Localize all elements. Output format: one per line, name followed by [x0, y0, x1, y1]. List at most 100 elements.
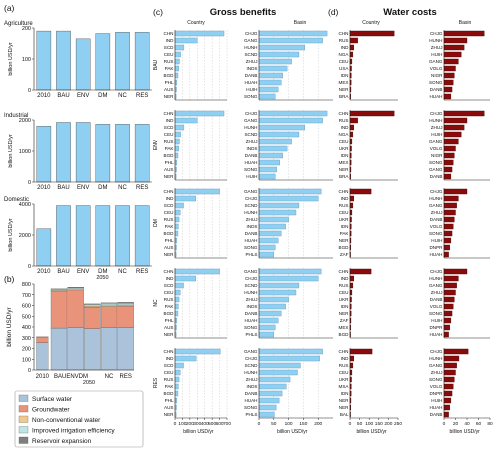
c-basin-bar — [258, 131, 300, 138]
c-country-bar — [174, 369, 181, 376]
b-legend-swatch — [18, 394, 29, 402]
c-basin-category-label: SONG — [244, 167, 258, 172]
c-country-category-label: SCD — [164, 45, 174, 50]
d-country-category-label: CEU — [339, 290, 349, 295]
d-country-category-label: NER — [339, 398, 349, 403]
c-country-bar — [174, 195, 196, 202]
d-basin-category-label: SONG — [429, 377, 443, 382]
a-agriculture-y-label: billion USD/yr — [8, 42, 14, 75]
a-industrial-bar — [115, 124, 130, 183]
a-domestic-x-tick-label: BAU — [57, 269, 69, 275]
d-basin-category-label: CHJG — [430, 189, 443, 194]
c-basin-category-label: DANB — [245, 153, 258, 158]
c-country-bar — [174, 37, 198, 44]
c-country-category-label: SCD — [164, 363, 174, 368]
c-country-bar — [174, 275, 196, 282]
d-basin-category-label: DANB — [430, 217, 443, 222]
c-basin-category-label: GANG — [244, 269, 258, 274]
a-industrial-x-tick-label: DM — [98, 185, 107, 191]
c-basin-category-label: CHJG — [245, 356, 258, 361]
d-basin-category-label: VOLG — [430, 304, 443, 309]
d-basin-bar — [443, 30, 485, 37]
d-basin-x-tick-label: 60 — [476, 421, 482, 427]
d-basin-bar — [443, 310, 453, 317]
panel-label-d: (d) — [328, 7, 339, 17]
c-basin-category-label: HUIH — [246, 174, 257, 179]
c-country-category-label: CEU — [164, 210, 174, 215]
c-country-scenario-label: BAU — [153, 59, 159, 70]
d-basin-bar — [443, 65, 456, 72]
d-country-category-label: ZAF — [340, 318, 349, 323]
c-basin-category-label: HUAH — [244, 238, 257, 243]
c-country-category-label: AUS — [164, 405, 173, 410]
c-basin-category-label: PHLS — [245, 332, 257, 337]
d-country-bar — [349, 362, 354, 369]
c-basin-bar — [258, 209, 297, 216]
c-country-bar — [174, 355, 197, 362]
d-basin-bar — [443, 397, 452, 404]
d-country-x-tick-label: 0 — [349, 421, 352, 427]
d-country-bar — [349, 275, 355, 282]
d-basin-bar — [443, 230, 453, 237]
a-industrial-bar — [56, 122, 71, 183]
d-basin-bar — [443, 251, 449, 258]
d-country-category-label: NER — [339, 405, 349, 410]
c-basin-x-label: billion USD/yr — [277, 429, 308, 435]
c-country-bar — [174, 383, 179, 390]
c-country-bar — [174, 209, 181, 216]
d-country-category-label: BAL — [340, 412, 349, 417]
d-basin-bar — [443, 376, 455, 383]
c-country-bar — [174, 58, 180, 65]
d-basin-x-label: billion USD/yr — [450, 429, 481, 435]
d-basin-bar — [443, 37, 468, 44]
c-basin-bar — [258, 195, 319, 202]
b-stack-segment — [117, 305, 134, 328]
d-basin-bar — [443, 216, 455, 223]
c-basin-bar — [258, 362, 301, 369]
b-legend-swatch — [18, 436, 29, 444]
b-stack-segment — [50, 288, 68, 290]
c-basin-bar — [258, 44, 306, 51]
c-basin-bar — [258, 216, 289, 223]
d-country-category-label: UKR — [339, 297, 349, 302]
c-basin-category-label: HUAH — [244, 80, 257, 85]
c-country-category-label: PHL — [165, 238, 174, 243]
c-basin-bar — [258, 317, 279, 324]
d-country-category-label: CEU — [339, 370, 349, 375]
c-basin-category-label: HUAH — [244, 318, 257, 323]
d-basin-bar — [443, 138, 459, 145]
a-domestic-bar — [36, 228, 52, 267]
c-country-bar — [174, 376, 180, 383]
d-basin-bar — [443, 72, 455, 79]
c-country-bar — [174, 131, 181, 138]
d-basin-category-label: GANG — [429, 167, 443, 172]
b-stack-segment — [67, 287, 84, 289]
c-country-x-tick-label: 500 — [208, 421, 216, 427]
d-basin-category-label: HUNH — [429, 38, 442, 43]
a-industrial-y-tick-label: 2000 — [19, 118, 31, 124]
c-country-category-label: IND — [166, 356, 175, 361]
d-basin-bar — [443, 93, 452, 100]
d-country-category-label: UKR — [339, 217, 349, 222]
c-basin-bar — [258, 237, 279, 244]
c-basin-category-label: SONG — [244, 94, 258, 99]
b-stack-segment — [67, 289, 84, 328]
c-basin-bar — [258, 188, 322, 195]
d-basin-x-tick-label: 20 — [453, 421, 459, 427]
c-basin-category-label: SCND — [244, 203, 258, 208]
c-basin-bar — [258, 296, 289, 303]
c-basin-bar — [258, 348, 323, 355]
d-basin-category-label: GANG — [429, 59, 443, 64]
a-domestic-y-tick-label: 4000 — [19, 202, 31, 208]
d-country-category-label: NER — [339, 238, 349, 243]
d-basin-category-label: SONG — [429, 311, 443, 316]
d-basin-category-label: NIGR — [431, 73, 443, 78]
d-country-category-label: CEU — [339, 59, 349, 64]
b-legend-label: Non-conventional water — [32, 417, 101, 424]
b-legend-label: Surface water — [32, 396, 73, 403]
d-basin-category-label: ZHUJ — [431, 45, 443, 50]
c-basin-category-label: DANB — [245, 391, 258, 396]
d-country-category-label: RUS — [339, 363, 349, 368]
c-country-category-label: CEU — [164, 370, 174, 375]
c-basin-category-label: SCND — [244, 132, 258, 137]
